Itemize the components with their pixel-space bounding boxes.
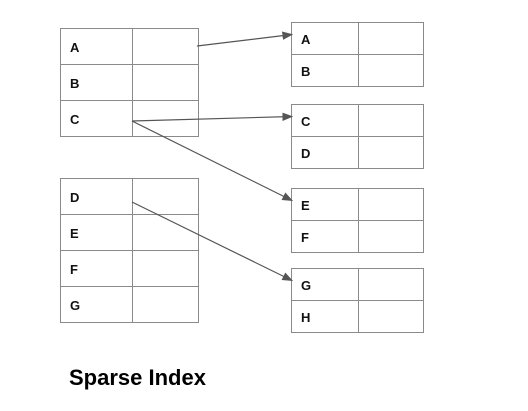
pointer-arrow-c-to-c — [131, 112, 294, 122]
pointer-arrow-d-to-g — [131, 201, 294, 282]
index-key-cell-f — [60, 250, 133, 287]
block-record-cell-e — [358, 188, 424, 221]
block-key-cell-g — [291, 268, 359, 301]
index-key-label: F — [70, 262, 78, 277]
block-key-cell-c — [291, 104, 359, 137]
block-key-label: F — [301, 230, 309, 245]
block-key-label: A — [301, 32, 311, 47]
block-key-label: G — [301, 278, 312, 293]
index-pointer-cell-a — [132, 28, 199, 65]
block-record-cell-d — [358, 136, 424, 169]
index-pointer-cell-b — [132, 64, 199, 101]
index-pointer-cell-c — [132, 100, 199, 137]
block-record-cell-f — [358, 220, 424, 253]
block-key-cell-f — [291, 220, 359, 253]
index-key-label: B — [70, 76, 80, 91]
block-key-label: H — [301, 310, 311, 325]
index-key-cell-a — [60, 28, 133, 65]
block-key-cell-b — [291, 54, 359, 87]
index-key-label: G — [70, 298, 81, 313]
index-pointer-cell-e — [132, 214, 199, 251]
pointer-arrow-c-to-e — [131, 120, 294, 202]
block-key-label: B — [301, 64, 311, 79]
block-key-cell-h — [291, 300, 359, 333]
index-pointer-cell-d — [132, 178, 199, 215]
index-key-label: E — [70, 226, 79, 241]
block-record-cell-b — [358, 54, 424, 87]
block-key-cell-a — [291, 22, 359, 55]
block-key-label: E — [301, 198, 310, 213]
block-key-label: C — [301, 114, 311, 129]
index-key-label: C — [70, 112, 80, 127]
index-key-label: D — [70, 190, 80, 205]
block-record-cell-c — [358, 104, 424, 137]
index-key-cell-e — [60, 214, 133, 251]
block-record-cell-g — [358, 268, 424, 301]
block-key-label: D — [301, 146, 311, 161]
block-record-cell-h — [358, 300, 424, 333]
diagram-caption: Sparse Index — [69, 365, 206, 390]
pointer-arrow-a-to-a — [196, 31, 294, 47]
index-key-label: A — [70, 40, 80, 55]
index-pointer-cell-g — [132, 286, 199, 323]
index-pointer-cell-f — [132, 250, 199, 287]
